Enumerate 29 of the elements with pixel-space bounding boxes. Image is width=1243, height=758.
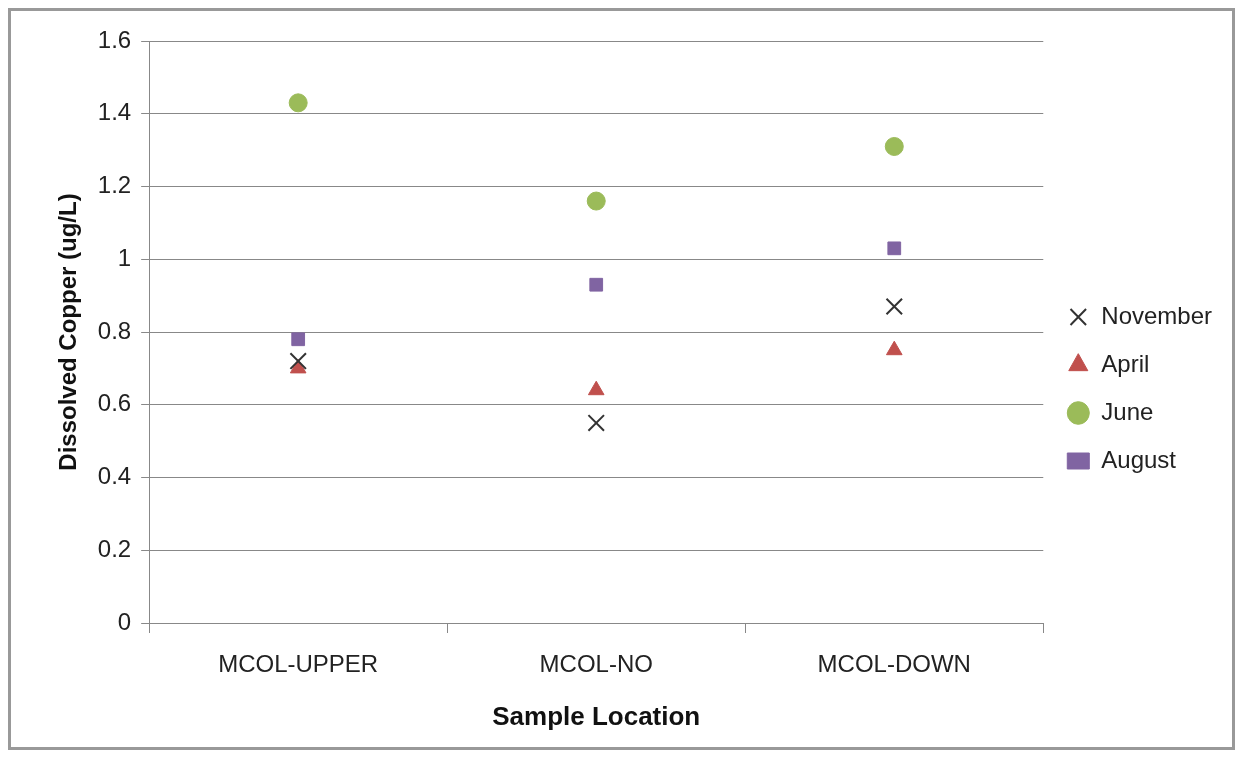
legend-label: April [1101,349,1150,377]
y-tick-label: 1.2 [97,171,132,199]
legend-label: June [1101,397,1154,425]
y-tick-label: 1.4 [97,98,132,126]
point [884,136,904,156]
point [587,380,605,396]
point [586,191,606,211]
x-axis-title: Sample Location [492,700,701,731]
x-tick-label: MCOL-NO [539,650,653,678]
point [885,297,904,316]
legend-label: August [1101,445,1177,473]
legend-label: November [1101,301,1213,329]
y-tick-label: 1.6 [97,25,132,53]
point [587,414,606,432]
point [887,241,902,256]
y-tick-label: 0 [117,607,132,635]
y-tick-label: 0.2 [97,534,132,562]
point [289,352,307,370]
y-tick-label: 0.6 [97,389,132,417]
y-tick-label: 0.8 [97,316,132,344]
x-tick-label: MCOL-DOWN [817,650,971,678]
x-tick-label: MCOL-UPPER [218,650,379,678]
point [288,93,308,113]
point [885,340,903,356]
point [291,332,306,347]
point [589,277,604,292]
y-axis-title: Dissolved Copper (ug/L) [54,193,82,471]
y-tick-label: 0.4 [97,462,132,490]
y-tick-label: 1 [117,243,132,271]
